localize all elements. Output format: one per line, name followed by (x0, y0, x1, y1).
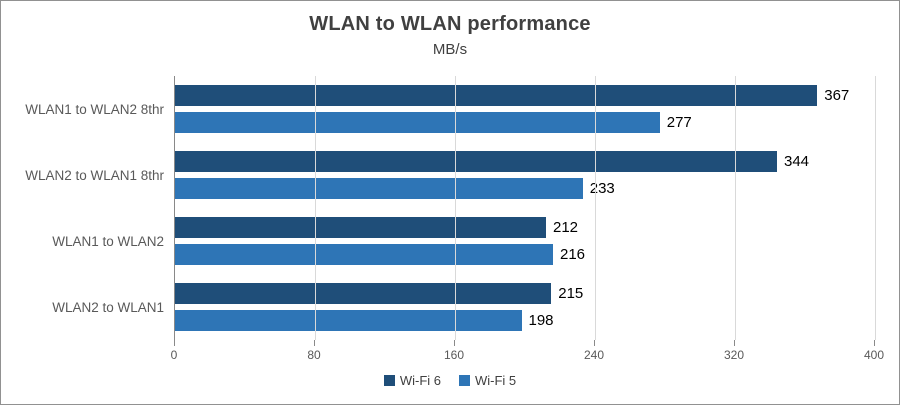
bar-group: 215 198 (175, 274, 874, 340)
x-tick-label-80: 80 (307, 348, 321, 362)
x-tick-label-320: 320 (723, 348, 745, 362)
category-label: WLAN2 to WLAN1 (52, 299, 164, 315)
bar-row: 212 (175, 217, 874, 238)
bar-group: 367 277 (175, 76, 874, 142)
value-label: 216 (560, 246, 586, 263)
legend: Wi-Fi 6 Wi-Fi 5 (1, 373, 899, 388)
x-tick-label-240: 240 (583, 348, 605, 362)
chart-title: WLAN to WLAN performance (309, 13, 591, 35)
axis-tick-80 (314, 340, 315, 346)
axis-tick-400 (874, 340, 875, 346)
category-label: WLAN1 to WLAN2 8thr (25, 101, 164, 117)
bar-row: 215 (175, 283, 874, 304)
bar-row: 277 (175, 112, 874, 133)
legend-label: Wi-Fi 6 (399, 373, 441, 388)
bar-row: 198 (175, 310, 874, 331)
chart-subtitle: MB/s (432, 41, 468, 58)
bar-group: 212 216 (175, 208, 874, 274)
gridline-320 (735, 76, 736, 340)
gridline-80 (315, 76, 316, 340)
bar-groups: 367 277 344 233 212 216 215 198 (175, 76, 874, 340)
plot-area: 367 277 344 233 212 216 215 198 (174, 76, 876, 346)
bar-row: 216 (175, 244, 874, 265)
value-label: 367 (824, 87, 850, 104)
legend-item-wi-fi6: Wi-Fi 6 (383, 373, 441, 388)
bar-group: 344 233 (175, 142, 874, 208)
wi-fi6-bar (175, 217, 546, 238)
value-label: 215 (558, 285, 584, 302)
wi-fi5-bar (175, 310, 522, 331)
value-label: 277 (666, 114, 692, 131)
value-label: 233 (589, 180, 615, 197)
bar-row: 367 (175, 85, 874, 106)
value-label: 212 (553, 219, 579, 236)
value-label: 198 (528, 312, 554, 329)
category-label: WLAN1 to WLAN2 (52, 233, 164, 249)
wi-fi5-bar (175, 112, 660, 133)
legend-item-wi-fi5: Wi-Fi 5 (459, 373, 516, 388)
legend-label: Wi-Fi 5 (475, 373, 517, 388)
value-axis-labels: 0 80 160 240 320 400 (1, 348, 899, 364)
category-axis-labels: WLAN1 to WLAN2 8thr WLAN2 to WLAN1 8thr WL… (1, 76, 164, 340)
gridline-240 (595, 76, 596, 340)
wi-fi5-bar (175, 178, 583, 199)
category-label: WLAN2 to WLAN1 8thr (25, 167, 164, 183)
x-tick-label-0: 0 (170, 348, 178, 362)
axis-tick-240 (594, 340, 595, 346)
legend-swatch-icon (459, 375, 470, 386)
wi-fi6-bar (175, 151, 777, 172)
axis-tick-0 (174, 340, 175, 346)
wi-fi5-bar (175, 244, 553, 265)
bar-row: 344 (175, 151, 874, 172)
bar-row: 233 (175, 178, 874, 199)
gridline-160 (455, 76, 456, 340)
axis-tick-320 (734, 340, 735, 346)
value-label: 344 (784, 153, 810, 170)
axis-tick-160 (454, 340, 455, 346)
x-tick-label-400: 400 (863, 348, 885, 362)
x-tick-label-160: 160 (443, 348, 465, 362)
legend-swatch-icon (383, 375, 395, 386)
gridline-400 (875, 76, 876, 340)
wi-fi6-bar (175, 85, 818, 106)
wi-fi6-bar (175, 283, 552, 304)
